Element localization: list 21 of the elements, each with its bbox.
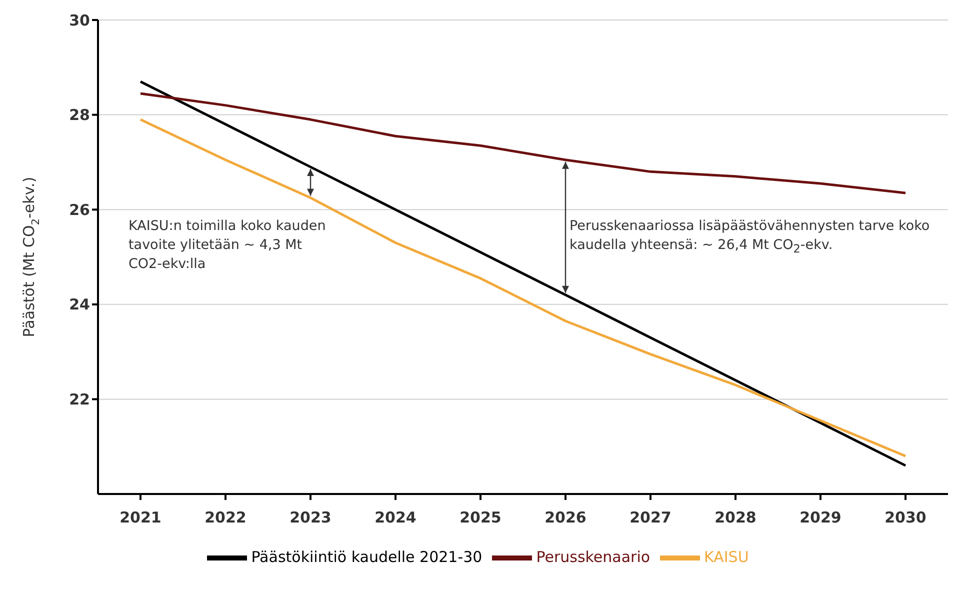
legend-label: KAISU xyxy=(704,548,749,566)
x-tick-label: 2027 xyxy=(630,508,672,527)
y-tick-label: 26 xyxy=(69,200,90,219)
x-tick-label: 2029 xyxy=(800,508,842,527)
x-tick-label: 2021 xyxy=(120,508,162,527)
line-series xyxy=(139,92,907,194)
annotation: KAISU:n toimilla koko kauden tavoite ylitetään ~ 4,3 Mt CO2-ekv:lla xyxy=(128,216,327,274)
x-tick-label: 2023 xyxy=(290,508,332,527)
y-tick-label: 28 xyxy=(69,106,90,124)
y-tick-label: 30 xyxy=(69,11,90,30)
legend-label: Perusskenaario xyxy=(536,548,650,566)
x-tick-label: 2025 xyxy=(460,508,502,527)
legend-label: Päästökiintiö kaudelle 2021-30 xyxy=(251,548,482,566)
y-tick-label: 24 xyxy=(69,296,90,314)
x-tick-label: 2030 xyxy=(884,508,926,527)
annotation: Perusskenaariossa lisäpäästövähennysten tarve koko kaudella yhteensä: ~ 26,4 Mt CO$_{2}$-ekv. xyxy=(570,216,931,258)
x-tick-label: 2022 xyxy=(204,508,246,527)
x-tick-label: 2028 xyxy=(714,508,756,527)
x-tick-label: 2024 xyxy=(374,508,416,527)
x-tick-label: 2026 xyxy=(544,508,586,527)
y-tick-label: 22 xyxy=(69,390,90,409)
